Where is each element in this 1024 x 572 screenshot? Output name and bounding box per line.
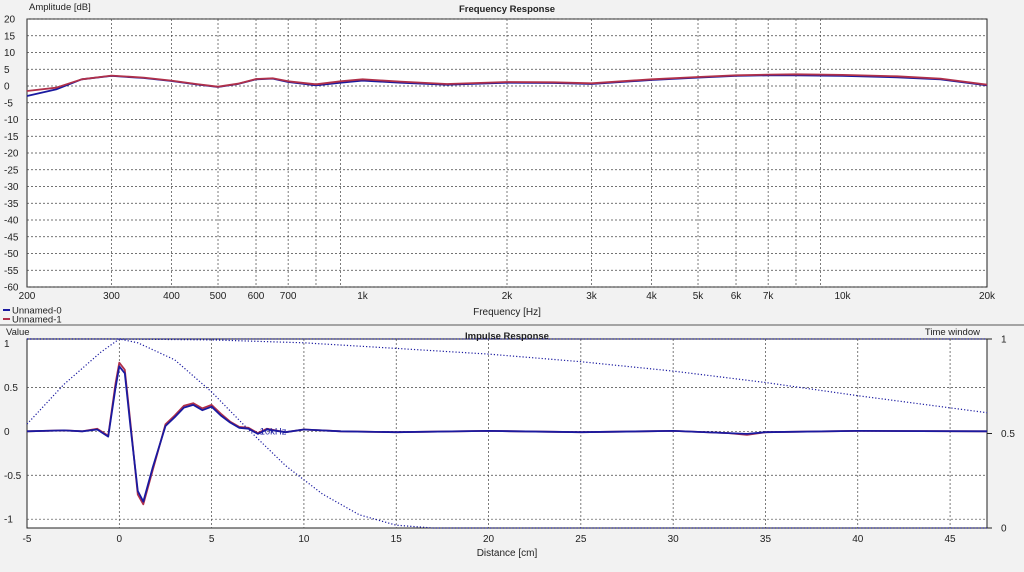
frequency-x-tick-label: 6k [731, 291, 743, 302]
frequency-x-axis-label: Frequency [Hz] [473, 307, 541, 318]
impulse-x-tick-label: 20 [483, 534, 495, 545]
impulse-x-tick-label: 30 [668, 534, 680, 545]
frequency-y-tick-label: -50 [4, 249, 19, 260]
impulse-y2-tick-label: 0 [1001, 524, 1007, 535]
impulse-x-axis-label: Distance [cm] [477, 548, 538, 559]
impulse-y-tick-label: 0.5 [4, 383, 18, 394]
impulse-x-tick-label: -5 [23, 534, 32, 545]
impulse-y-tick-label: -0.5 [4, 471, 22, 482]
impulse-chart-title: Impulse Response [465, 331, 549, 342]
impulse-x-tick-label: 25 [575, 534, 587, 545]
impulse-y2-tick-label: 1 [1001, 335, 1007, 346]
frequency-y-tick-label: -15 [4, 132, 19, 143]
frequency-y-tick-label: 10 [4, 48, 16, 59]
impulse-series-2-line [26, 365, 988, 503]
impulse-x-tick-label: 45 [945, 534, 957, 545]
impulse-y2-axis-label: Time window [925, 327, 980, 338]
frequency-y-axis-label: Amplitude [dB] [29, 2, 91, 13]
frequency-y-tick-label: -20 [4, 149, 19, 160]
impulse-x-tick-label: 5 [209, 534, 215, 545]
frequency-y-tick-label: -30 [4, 182, 19, 193]
frequency-x-tick-label: 5k [693, 291, 705, 302]
frequency-x-tick-label: 200 [19, 291, 36, 302]
frequency-x-tick-label: 3k [586, 291, 598, 302]
frequency-y-tick-label: -40 [4, 216, 19, 227]
frequency-series-2-line [26, 73, 988, 92]
impulse-y-tick-label: 0 [4, 427, 10, 438]
frequency-y-tick-label: -55 [4, 266, 19, 277]
impulse-series-3-line [26, 338, 987, 529]
impulse-x-tick-label: 0 [117, 534, 123, 545]
impulse-y-tick-label: -1 [4, 515, 13, 526]
frequency-y-tick-label: 15 [4, 31, 16, 42]
frequency-y-tick-label: -25 [4, 165, 19, 176]
impulse-x-tick-label: 40 [852, 534, 864, 545]
frequency-x-tick-label: 20k [979, 291, 996, 302]
frequency-y-tick-label: -5 [4, 98, 13, 109]
legend-label: Unnamed-0 [12, 306, 62, 317]
frequency-x-tick-label: 4k [646, 291, 658, 302]
frequency-x-tick-label: 600 [248, 291, 265, 302]
frequency-grid [27, 18, 987, 288]
frequency-y-tick-label: 20 [4, 15, 16, 26]
frequency-x-tick-label: 500 [210, 291, 227, 302]
frequency-y-tick-label: -10 [4, 115, 19, 126]
impulse-annotation: 10kHz [260, 426, 287, 437]
frequency-y-tick-label: 5 [4, 65, 10, 76]
frequency-y-tick-label: 0 [4, 82, 10, 93]
impulse-y2-tick-label: 0.5 [1001, 429, 1015, 440]
impulse-x-tick-label: 15 [391, 534, 403, 545]
frequency-y-tick-label: -35 [4, 199, 19, 210]
impulse-plot-area [26, 338, 988, 529]
frequency-x-tick-label: 2k [502, 291, 514, 302]
frequency-y-tick-label: -60 [4, 283, 19, 294]
frequency-x-tick-label: 1k [357, 291, 369, 302]
impulse-x-tick-label: 10 [298, 534, 310, 545]
frequency-y-tick-label: -45 [4, 232, 19, 243]
legend-label: Unnamed-1 [12, 315, 62, 326]
frequency-x-tick-label: 7k [763, 291, 775, 302]
impulse-y-axis-label: Value [6, 327, 30, 338]
impulse-y-tick-label: 1 [4, 339, 10, 350]
frequency-x-tick-label: 400 [163, 291, 180, 302]
frequency-x-tick-label: 700 [280, 291, 297, 302]
frequency-x-tick-label: 10k [834, 291, 851, 302]
frequency-x-tick-label: 300 [103, 291, 120, 302]
impulse-x-tick-label: 35 [760, 534, 772, 545]
frequency-chart-title: Frequency Response [459, 4, 555, 15]
